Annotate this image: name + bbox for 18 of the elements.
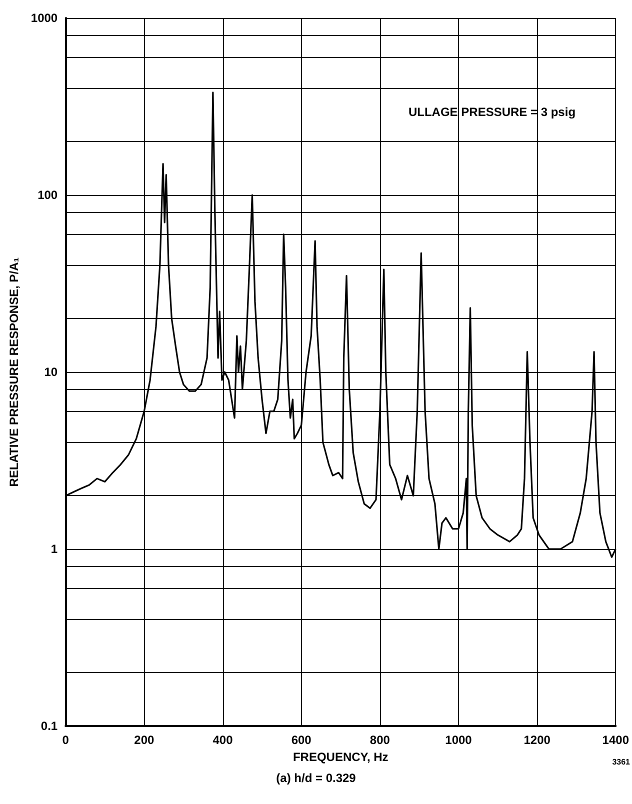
x-tick-label: 1400 [602,733,630,747]
y-tick-label: 1 [50,542,58,556]
text: 3361 [612,758,631,766]
y-tick-label: 0.1 [40,719,58,733]
x-tick-label: 800 [370,733,390,747]
x-tick-label: 600 [291,733,312,747]
y-tick-label: 1000 [30,11,58,25]
x-tick-label: 200 [134,733,155,747]
y-axis-title: RELATIVE PRESSURE RESPONSE, P/A₁ [7,257,21,487]
x-axis-title: FREQUENCY, Hz [292,750,388,764]
x-tick-label: 1000 [445,733,472,747]
x-tick-label: 1200 [524,733,551,747]
text: (a) h/d = 0.329 [276,771,356,785]
annotation: ULLAGE PRESSURE = 3 psig [408,105,576,119]
x-tick-label: 400 [212,733,234,747]
y-tick-label: 10 [44,365,58,379]
y-tick-label: 100 [38,188,58,202]
x-tick-label: 0 [62,733,70,747]
